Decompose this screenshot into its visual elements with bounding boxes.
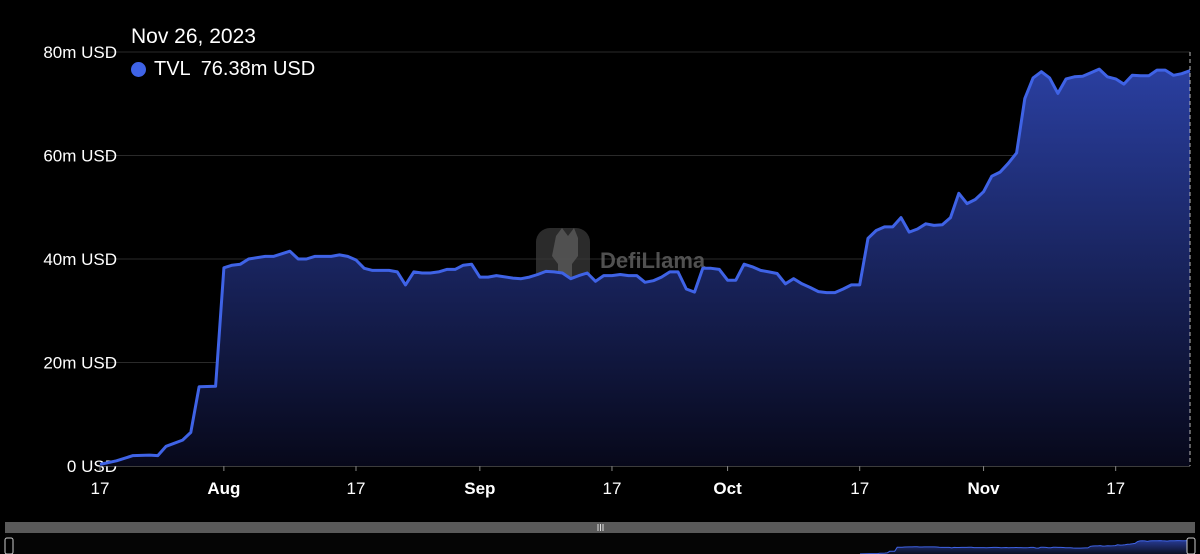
x-tick-label: 17 bbox=[91, 479, 110, 498]
y-tick-label: 0 USD bbox=[67, 457, 117, 476]
x-tick-label: Nov bbox=[967, 479, 1000, 498]
slider-grip-icon[interactable] bbox=[597, 524, 604, 531]
tvl-line bbox=[99, 67, 1191, 466]
y-tick-label: 60m USD bbox=[43, 147, 117, 166]
x-axis: 17 Aug 17 Sep 17 Oct 17 Nov 17 bbox=[91, 465, 1190, 498]
x-tick-label: Aug bbox=[207, 479, 240, 498]
x-tick-label: 17 bbox=[347, 479, 366, 498]
watermark-text: DefiLlama bbox=[600, 248, 706, 273]
tooltip-series-label: TVL bbox=[154, 58, 191, 80]
overview-area bbox=[860, 540, 1187, 554]
tooltip-value: 76.38m USD bbox=[200, 58, 316, 80]
slider-right-handle[interactable] bbox=[1186, 537, 1196, 554]
overview-line bbox=[859, 540, 1188, 554]
y-tick-label: 20m USD bbox=[43, 354, 117, 373]
x-tick-label: Oct bbox=[713, 479, 742, 498]
y-axis: 0 USD 20m USD 40m USD 60m USD 80m USD bbox=[43, 43, 117, 476]
range-slider[interactable] bbox=[4, 522, 1196, 554]
y-tick-label: 80m USD bbox=[43, 43, 117, 62]
x-tick-label: 17 bbox=[603, 479, 622, 498]
tooltip-date: Nov 26, 2023 bbox=[131, 25, 256, 48]
x-tick-label: 17 bbox=[850, 479, 869, 498]
y-tick-label: 40m USD bbox=[43, 250, 117, 269]
tooltip-row: TVL 76.38m USD bbox=[131, 58, 315, 81]
series-dot-icon bbox=[131, 62, 146, 77]
slider-left-handle[interactable] bbox=[4, 537, 14, 554]
x-tick-label: Sep bbox=[464, 479, 495, 498]
tvl-area bbox=[100, 69, 1190, 466]
x-tick-label: 17 bbox=[1106, 479, 1125, 498]
